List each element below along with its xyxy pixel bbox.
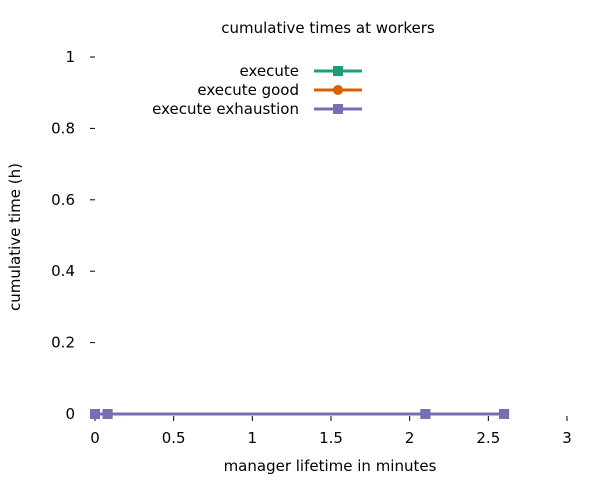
y-axis-title: cumulative time (h) — [6, 163, 24, 311]
y-tick-label: 0.8 — [51, 119, 75, 137]
x-tick-label: 1.5 — [319, 429, 343, 447]
data-point — [90, 409, 100, 419]
y-tick-label: 0.6 — [51, 191, 75, 209]
y-tick-label: 1 — [65, 48, 75, 66]
y-tick-label: 0 — [65, 405, 75, 423]
x-tick-label: 2 — [405, 429, 415, 447]
legend-label: execute — [240, 62, 299, 80]
data-point — [102, 409, 113, 419]
y-tick-label: 0.4 — [51, 262, 75, 280]
legend-label: execute exhaustion — [152, 100, 299, 118]
data-point — [499, 409, 510, 419]
x-tick-label: 0 — [90, 429, 100, 447]
x-tick-label: 1 — [248, 429, 258, 447]
series-execute-exhaustion — [90, 409, 510, 419]
data-point — [420, 409, 431, 419]
legend-label: execute good — [197, 81, 299, 99]
y-tick-label: 0.2 — [51, 334, 75, 352]
legend-marker — [333, 104, 343, 114]
legend-marker — [333, 66, 343, 76]
axes: 0 0.2 0.4 0.6 0.8 1 0 0.5 1 1.5 2 2.5 3 — [51, 48, 572, 447]
x-axis-title: manager lifetime in minutes — [224, 457, 437, 475]
chart-title: cumulative times at workers — [221, 19, 435, 37]
x-tick-label: 2.5 — [476, 429, 500, 447]
x-tick-label: 0.5 — [162, 429, 186, 447]
x-tick-label: 3 — [562, 429, 572, 447]
legend-marker — [333, 85, 343, 95]
series-layer — [90, 409, 510, 419]
